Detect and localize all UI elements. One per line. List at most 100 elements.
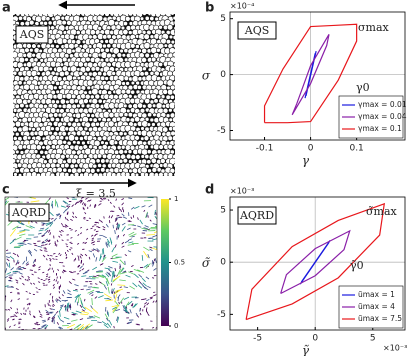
panel-tag: AQRD <box>239 209 274 222</box>
field-arrow <box>97 321 102 324</box>
particle <box>118 158 124 164</box>
field-arrow <box>77 323 85 330</box>
field-arrow <box>32 259 36 264</box>
field-arrow <box>33 315 36 318</box>
particle <box>172 62 175 67</box>
field-arrow <box>128 271 135 275</box>
particle <box>137 85 142 90</box>
field-arrow <box>52 303 55 306</box>
field-arrow <box>98 281 102 284</box>
field-arrow <box>99 255 102 261</box>
particle <box>137 102 144 109</box>
field-arrow <box>89 291 94 295</box>
field-arrow <box>6 271 12 275</box>
field-arrow <box>114 244 117 248</box>
particle <box>168 108 173 113</box>
field-arrow <box>84 306 93 313</box>
field-arrow <box>12 225 19 230</box>
particle <box>166 24 174 31</box>
field-arrow <box>148 204 153 208</box>
field-arrow <box>152 262 155 267</box>
particle <box>124 171 131 176</box>
x-tick-label: -5 <box>253 334 262 344</box>
field-arrow <box>88 217 91 220</box>
particle <box>110 172 117 176</box>
particle <box>24 47 30 53</box>
field-arrow <box>110 239 113 245</box>
field-arrow <box>137 269 145 273</box>
field-arrow <box>33 282 36 285</box>
field-arrow <box>44 243 48 246</box>
particle <box>158 172 164 176</box>
particle <box>85 131 90 136</box>
field-arrow <box>146 311 149 314</box>
field-arrow <box>103 293 112 299</box>
field-arrow <box>81 309 85 312</box>
annotation: σ̃max <box>366 205 397 218</box>
field-arrow <box>149 219 152 222</box>
field-arrow <box>113 289 121 295</box>
field-arrow <box>53 253 56 255</box>
particle <box>85 66 91 73</box>
field-arrow <box>76 301 79 306</box>
field-arrow <box>154 209 156 216</box>
field-arrow <box>70 229 73 231</box>
field-arrow <box>121 226 126 232</box>
field-arrow <box>71 319 78 322</box>
field-arrow <box>55 213 60 216</box>
field-arrow <box>79 199 82 202</box>
particle <box>18 15 23 21</box>
particle <box>36 71 41 76</box>
particle <box>42 159 48 165</box>
tag-box <box>237 21 277 40</box>
particle <box>123 21 128 26</box>
field-arrow <box>15 288 19 290</box>
field-arrow <box>48 242 51 246</box>
field-arrow <box>115 288 123 292</box>
field-arrow <box>72 278 76 281</box>
field-arrow <box>57 315 62 321</box>
x-tick-label: 0 <box>308 144 314 154</box>
particle <box>48 66 53 72</box>
field-arrow <box>76 242 80 245</box>
field-arrow <box>25 290 28 293</box>
field-arrow <box>58 235 61 238</box>
field-arrow <box>52 283 55 287</box>
field-arrow <box>17 242 24 244</box>
particle <box>83 90 88 95</box>
particle <box>58 70 66 78</box>
particle <box>94 66 101 72</box>
field-arrow <box>84 325 89 329</box>
field-arrow <box>38 281 41 283</box>
particle <box>147 112 153 118</box>
field-arrow <box>108 215 111 219</box>
tag-box <box>8 203 50 222</box>
field-arrow <box>10 267 15 271</box>
particle <box>50 80 56 85</box>
field-arrow <box>59 326 63 330</box>
field-arrow <box>73 324 80 330</box>
particle <box>176 85 180 89</box>
field-arrow <box>69 248 72 251</box>
field-arrow <box>87 199 90 202</box>
field-arrow <box>35 287 38 289</box>
colorbar-tick-label: 1 <box>174 195 178 203</box>
field-arrow <box>68 281 72 284</box>
particle <box>102 43 107 49</box>
particle <box>151 122 156 127</box>
field-arrow <box>106 271 111 276</box>
field-arrow <box>60 222 63 226</box>
field-arrow <box>46 273 49 276</box>
field-arrow <box>137 217 139 221</box>
field-arrow <box>70 218 73 221</box>
field-arrow <box>79 318 84 321</box>
field-arrow <box>88 199 92 202</box>
field-arrow <box>62 225 65 228</box>
field-arrow <box>42 271 45 274</box>
field-arrow <box>112 307 118 314</box>
field-arrow <box>31 273 34 276</box>
field-arrow <box>79 265 83 269</box>
field-arrow <box>39 249 43 252</box>
particle <box>170 39 175 45</box>
field-arrow <box>66 245 69 248</box>
